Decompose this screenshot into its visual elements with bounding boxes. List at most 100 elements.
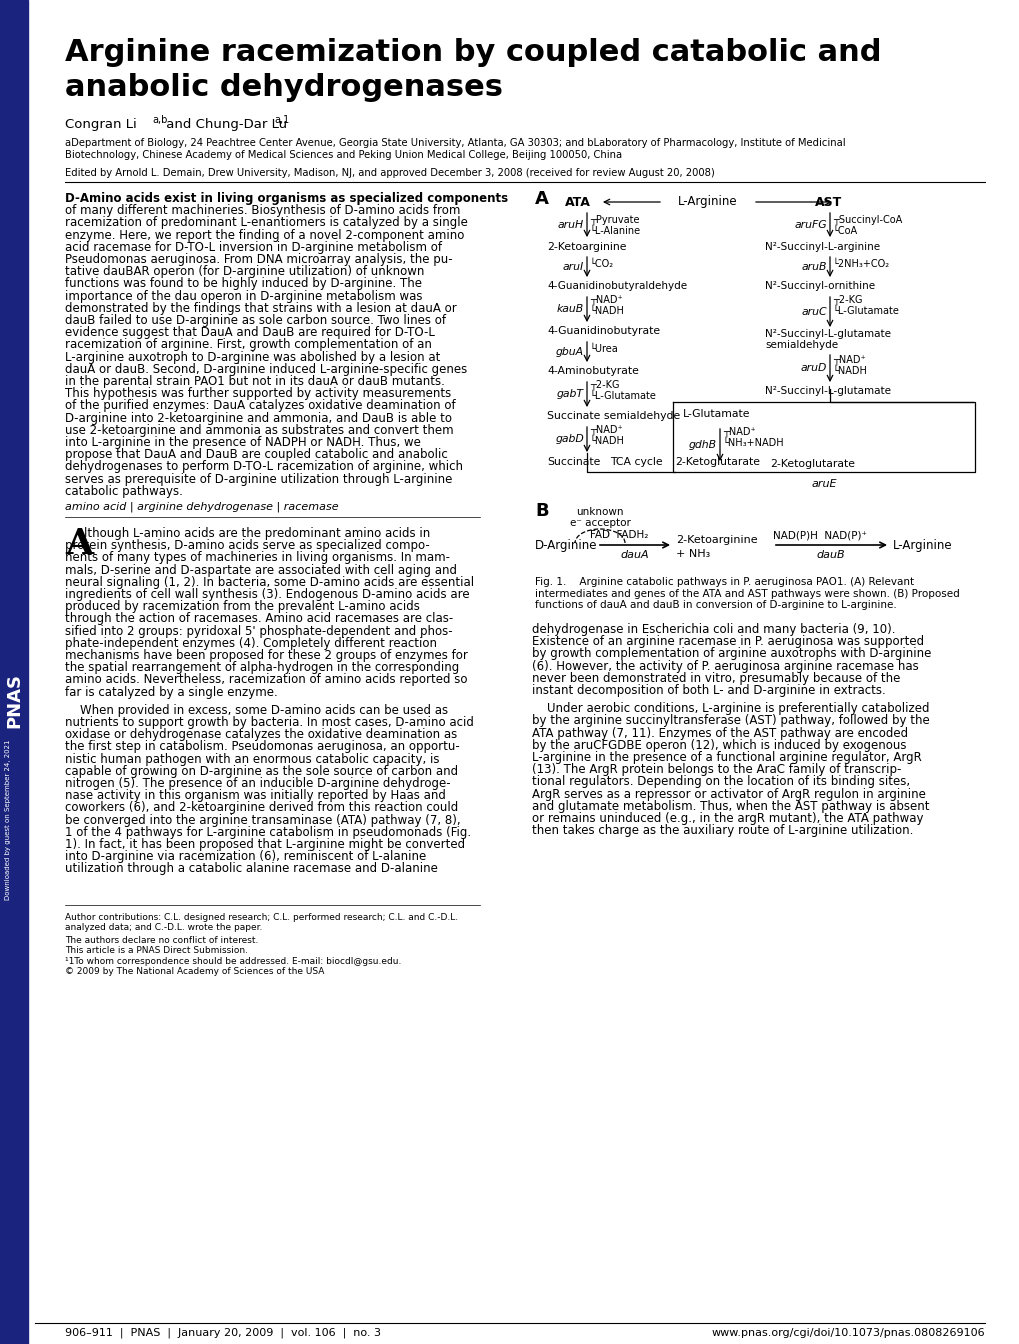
- Text: a,b: a,b: [152, 116, 167, 125]
- Text: nitrogen (5). The presence of an inducible D-arginine dehydroge-: nitrogen (5). The presence of an inducib…: [65, 777, 450, 790]
- Text: use 2-ketoarginine and ammonia as substrates and convert them: use 2-ketoarginine and ammonia as substr…: [65, 423, 453, 437]
- Text: tional regulators. Depending on the location of its binding sites,: tional regulators. Depending on the loca…: [532, 775, 909, 789]
- Text: 4-Aminobutyrate: 4-Aminobutyrate: [546, 366, 638, 376]
- Text: D-Arginine: D-Arginine: [535, 539, 597, 551]
- Text: produced by racemization from the prevalent L-amino acids: produced by racemization from the preval…: [65, 601, 420, 613]
- Text: ingredients of cell wall synthesis (3). Endogenous D-amino acids are: ingredients of cell wall synthesis (3). …: [65, 589, 469, 601]
- Text: aDepartment of Biology, 24 Peachtree Center Avenue, Georgia State University, At: aDepartment of Biology, 24 Peachtree Cen…: [65, 138, 845, 148]
- Text: A: A: [65, 527, 93, 560]
- Text: © 2009 by The National Academy of Sciences of the USA: © 2009 by The National Academy of Scienc…: [65, 968, 324, 976]
- Text: ┬NAD⁺: ┬NAD⁺: [722, 427, 755, 437]
- Text: phate-independent enzymes (4). Completely different reaction: phate-independent enzymes (4). Completel…: [65, 637, 436, 649]
- Text: by growth complementation of arginine auxotrophs with D-arginine: by growth complementation of arginine au…: [532, 648, 930, 660]
- Text: 4-Guanidinobutyraldehyde: 4-Guanidinobutyraldehyde: [546, 281, 687, 292]
- Text: acid racemase for D-TO-L inversion in D-arginine metabolism of: acid racemase for D-TO-L inversion in D-…: [65, 241, 441, 254]
- Text: L-arginine in the presence of a functional arginine regulator, ArgR: L-arginine in the presence of a function…: [532, 751, 921, 763]
- Text: └NADH: └NADH: [833, 366, 867, 376]
- Text: TCA cycle: TCA cycle: [609, 457, 662, 466]
- Text: gdhB: gdhB: [688, 439, 716, 450]
- Text: never been demonstrated in vitro, presumably because of the: never been demonstrated in vitro, presum…: [532, 672, 900, 685]
- Text: ATA: ATA: [565, 195, 590, 208]
- Text: dehydrogenases to perform D-TO-L racemization of arginine, which: dehydrogenases to perform D-TO-L racemiz…: [65, 461, 463, 473]
- Text: aruH: aruH: [557, 220, 584, 230]
- Text: + NH₃: + NH₃: [676, 548, 709, 559]
- Text: Under aerobic conditions, L-arginine is preferentially catabolized: Under aerobic conditions, L-arginine is …: [532, 702, 928, 715]
- Text: mechanisms have been proposed for these 2 groups of enzymes for: mechanisms have been proposed for these …: [65, 649, 468, 663]
- Bar: [0, 0, 28, 1344]
- Text: Congran Li: Congran Li: [65, 118, 137, 130]
- Text: aruI: aruI: [562, 262, 584, 271]
- Text: mals, D-serine and D-aspartate are associated with cell aging and: mals, D-serine and D-aspartate are assoc…: [65, 563, 457, 577]
- Text: (13). The ArgR protein belongs to the AraC family of transcrip-: (13). The ArgR protein belongs to the Ar…: [532, 763, 901, 777]
- Text: gabT: gabT: [556, 388, 584, 399]
- Text: ┬2-KG: ┬2-KG: [589, 380, 619, 390]
- Text: Succinate semialdehyde: Succinate semialdehyde: [546, 411, 680, 421]
- Text: catabolic pathways.: catabolic pathways.: [65, 485, 182, 497]
- Text: D-arginine into 2-ketoarginine and ammonia, and DauB is able to: D-arginine into 2-ketoarginine and ammon…: [65, 411, 451, 425]
- Text: demonstrated by the findings that strains with a lesion at dauA or: demonstrated by the findings that strain…: [65, 302, 457, 314]
- Text: dauA: dauA: [621, 550, 649, 560]
- Text: Author contributions: C.L. designed research; C.L. performed research; C.L. and : Author contributions: C.L. designed rese…: [65, 913, 458, 922]
- Text: └NH₃+NADH: └NH₃+NADH: [722, 438, 784, 448]
- Text: e⁻ acceptor: e⁻ acceptor: [569, 517, 630, 528]
- Text: ┬Pyruvate: ┬Pyruvate: [589, 215, 639, 226]
- Text: analyzed data; and C.-D.L. wrote the paper.: analyzed data; and C.-D.L. wrote the pap…: [65, 923, 262, 933]
- Text: 4-Guanidinobutyrate: 4-Guanidinobutyrate: [546, 327, 659, 336]
- Text: then takes charge as the auxiliary route of L-arginine utilization.: then takes charge as the auxiliary route…: [532, 824, 912, 837]
- Text: aruD: aruD: [800, 363, 826, 374]
- Text: aruE: aruE: [810, 478, 836, 489]
- Text: unknown: unknown: [576, 507, 624, 517]
- Text: ¹1To whom correspondence should be addressed. E-mail: biocdl@gsu.edu.: ¹1To whom correspondence should be addre…: [65, 957, 401, 965]
- Text: └NADH: └NADH: [589, 435, 625, 446]
- Text: utilization through a catabolic alanine racemase and D-alanine: utilization through a catabolic alanine …: [65, 863, 437, 875]
- Text: coworkers (6), and 2-ketoarginine derived from this reaction could: coworkers (6), and 2-ketoarginine derive…: [65, 801, 458, 814]
- Text: AST: AST: [814, 195, 842, 208]
- Text: enzyme. Here, we report the finding of a novel 2-component amino: enzyme. Here, we report the finding of a…: [65, 228, 464, 242]
- Text: importance of the dau operon in D-arginine metabolism was: importance of the dau operon in D-argini…: [65, 289, 422, 302]
- Text: gabD: gabD: [554, 434, 584, 444]
- Text: └L-Glutamate: └L-Glutamate: [589, 391, 656, 401]
- Text: When provided in excess, some D-amino acids can be used as: When provided in excess, some D-amino ac…: [65, 704, 447, 716]
- Text: neural signaling (1, 2). In bacteria, some D-amino acids are essential: neural signaling (1, 2). In bacteria, so…: [65, 575, 474, 589]
- Text: protein synthesis, D-amino acids serve as specialized compo-: protein synthesis, D-amino acids serve a…: [65, 539, 429, 552]
- Text: └L-Glutamate: └L-Glutamate: [833, 306, 899, 316]
- Text: through the action of racemases. Amino acid racemases are clas-: through the action of racemases. Amino a…: [65, 613, 452, 625]
- Text: └Urea: └Urea: [589, 344, 619, 353]
- Text: lthough L-amino acids are the predominant amino acids in: lthough L-amino acids are the predominan…: [84, 527, 430, 540]
- Text: Pseudomonas aeruginosa. From DNA microarray analysis, the pu-: Pseudomonas aeruginosa. From DNA microar…: [65, 253, 452, 266]
- Text: dauA or dauB. Second, D-arginine induced L-arginine-specific genes: dauA or dauB. Second, D-arginine induced…: [65, 363, 467, 376]
- Text: kauB: kauB: [556, 304, 584, 314]
- Text: tative dauBAR operon (for D-arginine utilization) of unknown: tative dauBAR operon (for D-arginine uti…: [65, 265, 424, 278]
- Text: └CO₂: └CO₂: [589, 259, 613, 269]
- Text: Existence of an arginine racemase in P. aeruginosa was supported: Existence of an arginine racemase in P. …: [532, 636, 923, 648]
- Text: Arginine racemization by coupled catabolic and: Arginine racemization by coupled catabol…: [65, 38, 880, 67]
- Text: B: B: [535, 503, 548, 520]
- Text: by the aruCFGDBE operon (12), which is induced by exogenous: by the aruCFGDBE operon (12), which is i…: [532, 739, 906, 751]
- Text: the spatial rearrangement of alpha-hydrogen in the corresponding: the spatial rearrangement of alpha-hydro…: [65, 661, 459, 675]
- Text: amino acids. Nevertheless, racemization of amino acids reported so: amino acids. Nevertheless, racemization …: [65, 673, 467, 687]
- Text: nase activity in this organism was initially reported by Haas and: nase activity in this organism was initi…: [65, 789, 445, 802]
- Text: racemization of arginine. First, growth complementation of an: racemization of arginine. First, growth …: [65, 339, 431, 351]
- Text: The authors declare no conflict of interest.: The authors declare no conflict of inter…: [65, 935, 258, 945]
- Text: Fig. 1.    Arginine catabolic pathways in P. aeruginosa PAO1. (A) Relevant
inter: Fig. 1. Arginine catabolic pathways in P…: [535, 577, 959, 610]
- Text: ArgR serves as a repressor or activator of ArgR regulon in arginine: ArgR serves as a repressor or activator …: [532, 788, 925, 801]
- Text: racemization of predominant L-enantiomers is catalyzed by a single: racemization of predominant L-enantiomer…: [65, 216, 468, 230]
- Text: of the purified enzymes: DauA catalyzes oxidative deamination of: of the purified enzymes: DauA catalyzes …: [65, 399, 455, 413]
- Text: ┬2-KG: ┬2-KG: [833, 294, 862, 305]
- Text: N²-Succinyl-ornithine: N²-Succinyl-ornithine: [764, 281, 874, 292]
- Text: └2NH₃+CO₂: └2NH₃+CO₂: [833, 259, 890, 269]
- Text: 2-Ketoglutarate: 2-Ketoglutarate: [675, 457, 759, 466]
- Text: into D-arginine via racemization (6), reminiscent of L-alanine: into D-arginine via racemization (6), re…: [65, 851, 426, 863]
- Text: the first step in catabolism. Pseudomonas aeruginosa, an opportu-: the first step in catabolism. Pseudomona…: [65, 741, 460, 754]
- Text: Biotechnology, Chinese Academy of Medical Sciences and Peking Union Medical Coll: Biotechnology, Chinese Academy of Medica…: [65, 151, 622, 160]
- Text: └CoA: └CoA: [833, 226, 857, 237]
- Text: nents of many types of machineries in living organisms. In mam-: nents of many types of machineries in li…: [65, 551, 449, 564]
- Text: 2-Ketoarginine: 2-Ketoarginine: [546, 242, 626, 253]
- Text: ┬NAD⁺: ┬NAD⁺: [589, 425, 623, 435]
- Text: propose that DauA and DauB are coupled catabolic and anabolic: propose that DauA and DauB are coupled c…: [65, 448, 447, 461]
- Text: L-Arginine: L-Arginine: [892, 539, 952, 551]
- Text: www.pnas.org/cgi/doi/10.1073/pnas.0808269106: www.pnas.org/cgi/doi/10.1073/pnas.080826…: [710, 1328, 984, 1339]
- Text: gbuA: gbuA: [555, 347, 584, 358]
- Text: anabolic dehydrogenases: anabolic dehydrogenases: [65, 73, 502, 102]
- Text: and glutamate metabolism. Thus, when the AST pathway is absent: and glutamate metabolism. Thus, when the…: [532, 800, 928, 813]
